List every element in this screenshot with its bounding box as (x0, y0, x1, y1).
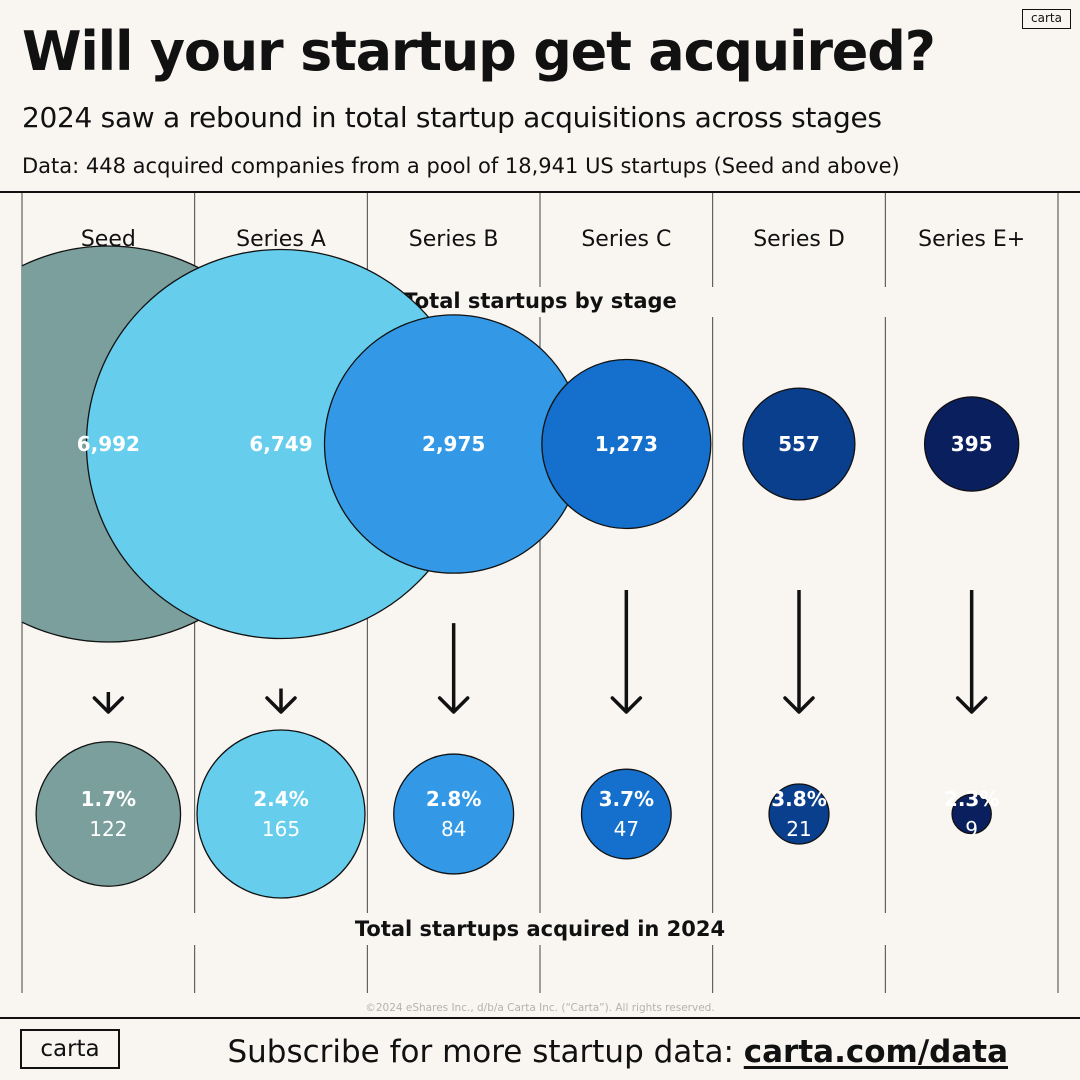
total-bubble (923, 396, 1020, 492)
acquired-count-label: 122 (89, 817, 127, 841)
arrow-head (437, 696, 470, 714)
acquired-bubble (580, 768, 672, 860)
total-bubbles: 6,992 6,749 2,975 1,273 557 395 (22, 245, 1020, 643)
carta-logo: carta (20, 1029, 120, 1069)
acquired-count-label: 165 (262, 817, 300, 841)
acquired-bubble (768, 783, 830, 845)
copyright-notice: ©2024 eShares Inc., d/b/a Carta Inc. (“C… (365, 1002, 714, 1014)
acquired-percent-label: 3.8% (771, 787, 826, 811)
acquired-bubble (393, 753, 515, 875)
stage-header-series-a: Series A (236, 227, 326, 252)
acquired-percent-label: 2.4% (253, 787, 308, 811)
total-bubble (742, 387, 856, 501)
stage-headers: Seed Series A Series B Series C Series D Seri… (81, 227, 1025, 252)
stage-header-series-e-plus: Series E+ (918, 227, 1025, 252)
acquired-percent-label: 2.8% (426, 787, 481, 811)
total-value-label: 2,975 (422, 432, 485, 456)
arrows (92, 590, 988, 714)
stage-header-series-b: Series B (409, 227, 499, 252)
acquired-bubble (35, 741, 182, 887)
data-source-note: Data: 448 acquired companies from a pool… (22, 154, 900, 178)
total-value-label: 6,749 (249, 432, 312, 456)
acquired-count-label: 47 (614, 817, 639, 841)
header-divider (0, 191, 1080, 193)
total-bubble (541, 358, 712, 530)
acquired-count-label: 9 (965, 817, 978, 841)
stage-header-series-d: Series D (753, 227, 845, 252)
page-title: Will your startup get acquired? (22, 20, 936, 83)
series-label-acquired: Total startups acquired in 2024 (355, 917, 725, 941)
arrow-head (92, 696, 125, 714)
stage-header-series-c: Series C (581, 227, 671, 252)
cta-text: Subscribe for more startup data: (227, 1034, 744, 1070)
acquired-bubble (951, 793, 992, 835)
acquired-bubbles: 1.7% 122 2.4% 165 2.8% 84 3.7% 47 3.8% 21 2.3% 9 (35, 729, 999, 899)
series-label-total: Total startups by stage (403, 289, 677, 313)
total-value-label: 557 (778, 432, 820, 456)
arrow-head (265, 696, 297, 714)
acquired-percent-label: 2.3% (944, 787, 999, 811)
total-value-label: 1,273 (595, 432, 658, 456)
total-value-label: 6,992 (77, 432, 140, 456)
page-subtitle: 2024 saw a rebound in total startup acqu… (22, 101, 882, 134)
section-label-band (24, 913, 1056, 945)
footer-divider (0, 1017, 1080, 1019)
acquired-bubble (196, 729, 366, 899)
acquired-count-label: 21 (786, 817, 811, 841)
arrow-head (610, 696, 643, 714)
acquired-count-label: 84 (441, 817, 466, 841)
arrow-head (955, 696, 988, 714)
arrow-head (783, 696, 815, 714)
subscribe-cta: Subscribe for more startup data: carta.c… (227, 1030, 1008, 1074)
acquisition-bubble-chart: Seed Series A Series B Series C Series D Seri… (21, 193, 1059, 1014)
carta-data-link[interactable]: carta.com/data (743, 1034, 1008, 1070)
carta-logo-top: carta (1022, 9, 1071, 29)
total-value-label: 395 (951, 432, 993, 456)
acquired-percent-label: 1.7% (81, 787, 136, 811)
acquired-percent-label: 3.7% (599, 787, 654, 811)
